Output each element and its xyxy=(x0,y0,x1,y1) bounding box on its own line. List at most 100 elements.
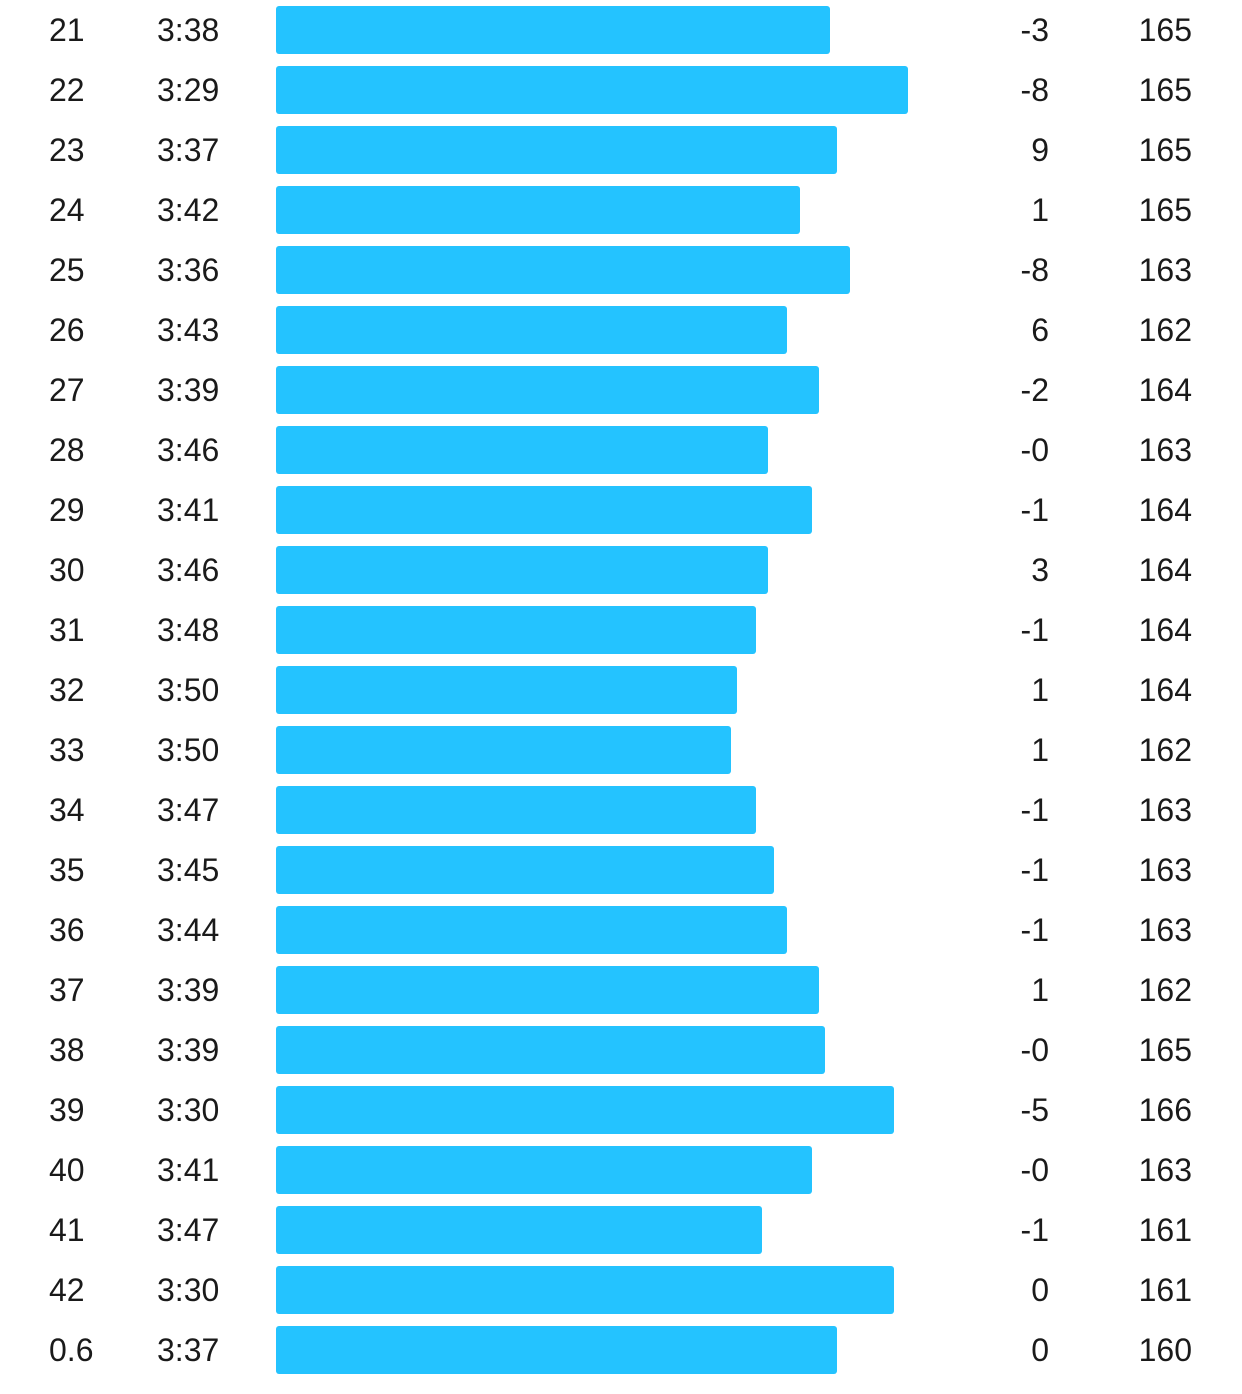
split-row: 23 3:37 9 165 xyxy=(0,120,1242,180)
split-pace: 3:50 xyxy=(157,732,220,768)
split-pace: 3:44 xyxy=(157,912,220,948)
split-row: 22 3:29 -8 165 xyxy=(0,60,1242,120)
split-elevation: -1 xyxy=(1020,492,1049,528)
split-elevation: 1 xyxy=(1031,672,1049,708)
split-elevation: 3 xyxy=(1031,552,1049,588)
split-elevation: 0 xyxy=(1031,1332,1049,1368)
split-km: 38 xyxy=(49,1032,85,1068)
split-row: 42 3:30 0 161 xyxy=(0,1260,1242,1320)
split-km: 36 xyxy=(49,912,85,948)
split-km: 0.6 xyxy=(49,1332,94,1368)
split-pace: 3:30 xyxy=(157,1092,220,1128)
pace-bar xyxy=(276,1206,762,1254)
split-elevation: -1 xyxy=(1020,912,1049,948)
split-elevation: -0 xyxy=(1020,1152,1049,1188)
pace-bar xyxy=(276,906,787,954)
split-elevation: -0 xyxy=(1020,432,1049,468)
pace-bar xyxy=(276,966,819,1014)
split-heart-rate: 163 xyxy=(1138,792,1192,828)
pace-bar xyxy=(276,1086,894,1134)
split-heart-rate: 165 xyxy=(1138,132,1192,168)
split-pace: 3:41 xyxy=(157,1152,220,1188)
split-km: 32 xyxy=(49,672,85,708)
split-elevation: -8 xyxy=(1020,252,1049,288)
split-elevation: -1 xyxy=(1020,852,1049,888)
split-km: 37 xyxy=(49,972,85,1008)
split-pace: 3:41 xyxy=(157,492,220,528)
split-pace: 3:29 xyxy=(157,72,220,108)
split-row: 32 3:50 1 164 xyxy=(0,660,1242,720)
split-km: 34 xyxy=(49,792,85,828)
pace-bar xyxy=(276,126,837,174)
split-elevation: -1 xyxy=(1020,612,1049,648)
split-row: 38 3:39 -0 165 xyxy=(0,1020,1242,1080)
split-heart-rate: 162 xyxy=(1138,312,1192,348)
split-row: 0.6 3:37 0 160 xyxy=(0,1320,1242,1380)
split-km: 29 xyxy=(49,492,85,528)
split-pace: 3:43 xyxy=(157,312,220,348)
split-elevation: 6 xyxy=(1031,312,1049,348)
pace-bar xyxy=(276,1026,825,1074)
split-km: 39 xyxy=(49,1092,85,1128)
split-row: 35 3:45 -1 163 xyxy=(0,840,1242,900)
split-heart-rate: 165 xyxy=(1138,192,1192,228)
split-km: 24 xyxy=(49,192,85,228)
pace-bar xyxy=(276,546,768,594)
split-heart-rate: 164 xyxy=(1138,672,1192,708)
split-heart-rate: 163 xyxy=(1138,852,1192,888)
split-heart-rate: 166 xyxy=(1138,1092,1192,1128)
split-pace: 3:37 xyxy=(157,1332,220,1368)
split-heart-rate: 164 xyxy=(1138,492,1192,528)
pace-bar xyxy=(276,786,756,834)
pace-bar xyxy=(276,66,908,114)
split-elevation: -5 xyxy=(1020,1092,1049,1128)
split-heart-rate: 163 xyxy=(1138,912,1192,948)
split-pace: 3:47 xyxy=(157,1212,220,1248)
split-km: 31 xyxy=(49,612,85,648)
split-pace: 3:39 xyxy=(157,372,220,408)
split-heart-rate: 163 xyxy=(1138,1152,1192,1188)
split-row: 28 3:46 -0 163 xyxy=(0,420,1242,480)
split-row: 27 3:39 -2 164 xyxy=(0,360,1242,420)
split-row: 41 3:47 -1 161 xyxy=(0,1200,1242,1260)
pace-bar xyxy=(276,186,800,234)
split-km: 23 xyxy=(49,132,85,168)
split-heart-rate: 161 xyxy=(1138,1212,1192,1248)
split-heart-rate: 165 xyxy=(1138,72,1192,108)
pace-bar xyxy=(276,1266,894,1314)
split-row: 33 3:50 1 162 xyxy=(0,720,1242,780)
split-km: 21 xyxy=(49,12,85,48)
split-km: 26 xyxy=(49,312,85,348)
pace-bar xyxy=(276,486,812,534)
split-row: 34 3:47 -1 163 xyxy=(0,780,1242,840)
split-elevation: 1 xyxy=(1031,732,1049,768)
split-km: 25 xyxy=(49,252,85,288)
split-pace: 3:45 xyxy=(157,852,220,888)
pace-bar xyxy=(276,846,774,894)
split-km: 33 xyxy=(49,732,85,768)
split-heart-rate: 161 xyxy=(1138,1272,1192,1308)
split-heart-rate: 162 xyxy=(1138,972,1192,1008)
split-km: 40 xyxy=(49,1152,85,1188)
split-elevation: -2 xyxy=(1020,372,1049,408)
split-km: 28 xyxy=(49,432,85,468)
pace-bar xyxy=(276,426,768,474)
split-heart-rate: 163 xyxy=(1138,432,1192,468)
split-row: 40 3:41 -0 163 xyxy=(0,1140,1242,1200)
split-row: 21 3:38 -3 165 xyxy=(0,0,1242,60)
split-row: 30 3:46 3 164 xyxy=(0,540,1242,600)
pace-bar xyxy=(276,726,731,774)
split-pace: 3:38 xyxy=(157,12,220,48)
split-pace: 3:46 xyxy=(157,432,220,468)
split-pace: 3:47 xyxy=(157,792,220,828)
pace-bar xyxy=(276,1326,837,1374)
split-pace: 3:37 xyxy=(157,132,220,168)
split-pace: 3:46 xyxy=(157,552,220,588)
split-elevation: 0 xyxy=(1031,1272,1049,1308)
split-heart-rate: 164 xyxy=(1138,552,1192,588)
split-elevation: 9 xyxy=(1031,132,1049,168)
split-row: 25 3:36 -8 163 xyxy=(0,240,1242,300)
split-heart-rate: 165 xyxy=(1138,12,1192,48)
split-row: 31 3:48 -1 164 xyxy=(0,600,1242,660)
